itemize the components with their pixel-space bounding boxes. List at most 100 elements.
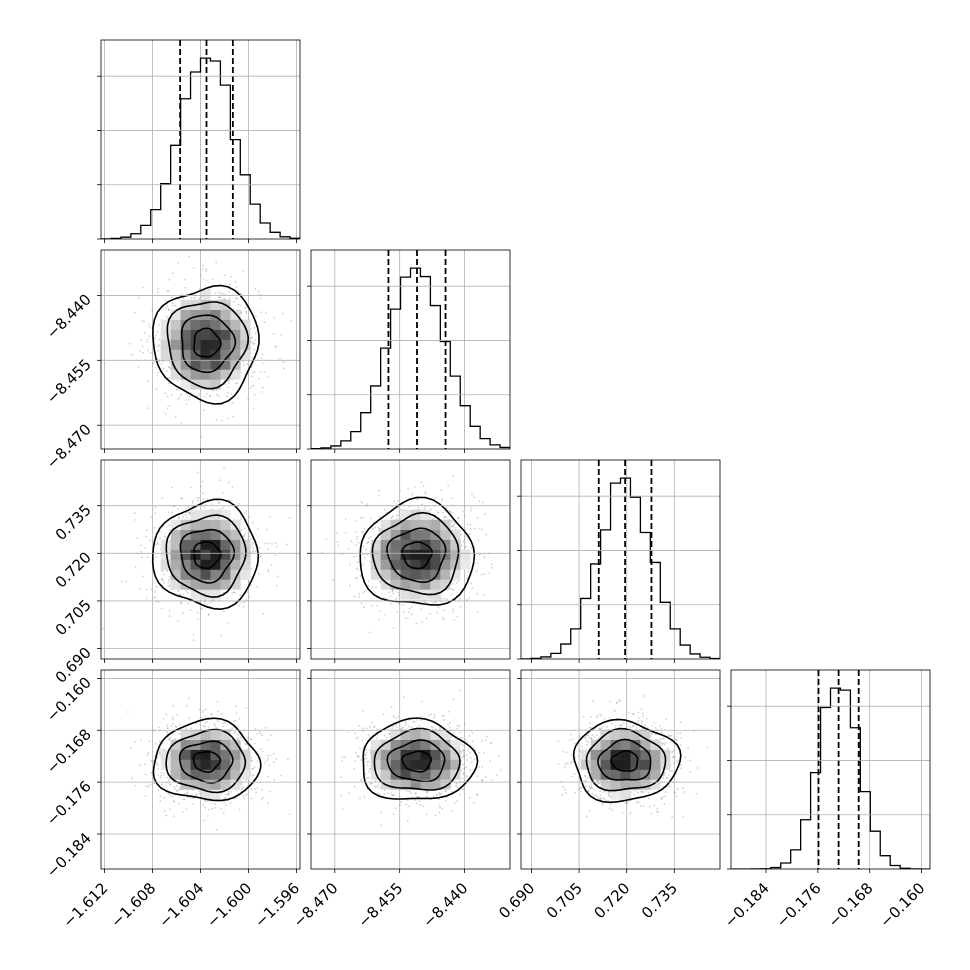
sample-point bbox=[341, 756, 344, 758]
sample-point bbox=[669, 735, 671, 737]
sample-point bbox=[397, 511, 400, 513]
sample-point bbox=[460, 544, 463, 547]
sample-point bbox=[213, 723, 216, 725]
sample-point bbox=[462, 540, 465, 543]
sample-point bbox=[245, 510, 248, 512]
sample-point bbox=[667, 747, 669, 750]
sample-point bbox=[200, 485, 202, 488]
sample-point bbox=[476, 610, 479, 613]
density-cell bbox=[430, 569, 441, 580]
sample-point bbox=[200, 608, 203, 611]
sample-point bbox=[452, 525, 454, 528]
density-cell bbox=[640, 729, 651, 740]
sample-point bbox=[201, 607, 204, 610]
sample-point bbox=[420, 481, 423, 484]
sample-point bbox=[447, 484, 450, 487]
sample-point bbox=[571, 738, 574, 741]
sample-point bbox=[377, 526, 380, 529]
sample-point bbox=[166, 407, 169, 410]
density-cell bbox=[190, 549, 201, 560]
density-cell bbox=[230, 759, 241, 770]
histogram-p1 bbox=[311, 267, 510, 449]
sample-point bbox=[191, 501, 194, 504]
sample-point bbox=[451, 810, 454, 812]
sample-point bbox=[147, 785, 150, 788]
density-cell bbox=[630, 779, 641, 790]
sample-point bbox=[165, 814, 168, 817]
y-tick-label: −0.184 bbox=[43, 829, 95, 881]
sample-point bbox=[679, 721, 682, 724]
sample-point bbox=[185, 402, 188, 405]
sample-point bbox=[664, 771, 666, 774]
sample-point bbox=[157, 789, 160, 792]
density-cell bbox=[440, 569, 451, 580]
sample-point bbox=[255, 315, 257, 318]
sample-point bbox=[488, 572, 491, 575]
sample-point bbox=[449, 721, 451, 724]
sample-point bbox=[468, 596, 471, 599]
density-cell bbox=[400, 539, 411, 550]
sample-point bbox=[367, 776, 370, 779]
sample-point bbox=[198, 288, 201, 290]
density-cell bbox=[180, 319, 191, 330]
density-cell bbox=[160, 329, 171, 340]
sample-point bbox=[471, 548, 474, 550]
sample-point bbox=[205, 268, 208, 271]
sample-point bbox=[483, 557, 486, 560]
sample-point bbox=[439, 793, 442, 796]
sample-point bbox=[222, 506, 225, 509]
sample-point bbox=[658, 725, 661, 728]
sample-point bbox=[621, 811, 624, 814]
sample-point bbox=[368, 770, 370, 773]
axes-frame bbox=[310, 669, 511, 870]
sample-point bbox=[279, 357, 281, 360]
sample-point bbox=[386, 597, 388, 600]
sample-point bbox=[260, 391, 263, 393]
sample-point bbox=[641, 790, 644, 793]
sample-point bbox=[165, 784, 168, 787]
sample-point bbox=[429, 612, 431, 615]
sample-point bbox=[209, 601, 211, 604]
sample-point bbox=[185, 399, 188, 401]
sample-point bbox=[182, 297, 185, 299]
sample-point bbox=[459, 598, 461, 601]
sample-point bbox=[216, 700, 219, 703]
density-cell bbox=[190, 589, 201, 600]
sample-point bbox=[420, 719, 423, 722]
sample-point bbox=[166, 731, 169, 733]
sample-point bbox=[383, 734, 386, 737]
sample-point bbox=[408, 505, 410, 508]
sample-point bbox=[596, 779, 599, 782]
sample-point bbox=[259, 748, 262, 751]
sample-point bbox=[162, 360, 164, 363]
sample-point bbox=[489, 742, 492, 744]
sample-point bbox=[190, 297, 193, 300]
sample-point bbox=[459, 793, 462, 796]
sample-point bbox=[234, 719, 237, 722]
sample-point bbox=[223, 298, 225, 301]
sample-point bbox=[397, 591, 400, 594]
sample-point bbox=[247, 736, 250, 739]
sample-point bbox=[433, 795, 435, 798]
sample-point bbox=[614, 710, 617, 712]
density-cell bbox=[210, 379, 221, 390]
sample-point bbox=[663, 737, 666, 740]
sample-point bbox=[585, 739, 588, 742]
sample-point bbox=[462, 753, 465, 755]
sample-point bbox=[178, 723, 181, 726]
density-cell bbox=[200, 359, 211, 370]
sample-point bbox=[420, 608, 423, 611]
density-cell bbox=[160, 349, 171, 360]
sample-point bbox=[232, 401, 234, 404]
sample-point bbox=[421, 805, 424, 808]
sample-point bbox=[443, 618, 445, 621]
sample-point bbox=[169, 794, 171, 796]
sample-point bbox=[438, 791, 441, 794]
sample-point bbox=[171, 296, 174, 299]
density-cell bbox=[410, 569, 421, 580]
sample-point bbox=[157, 371, 160, 374]
sample-point bbox=[385, 511, 388, 514]
sample-point bbox=[250, 759, 253, 762]
sample-point bbox=[661, 743, 664, 746]
